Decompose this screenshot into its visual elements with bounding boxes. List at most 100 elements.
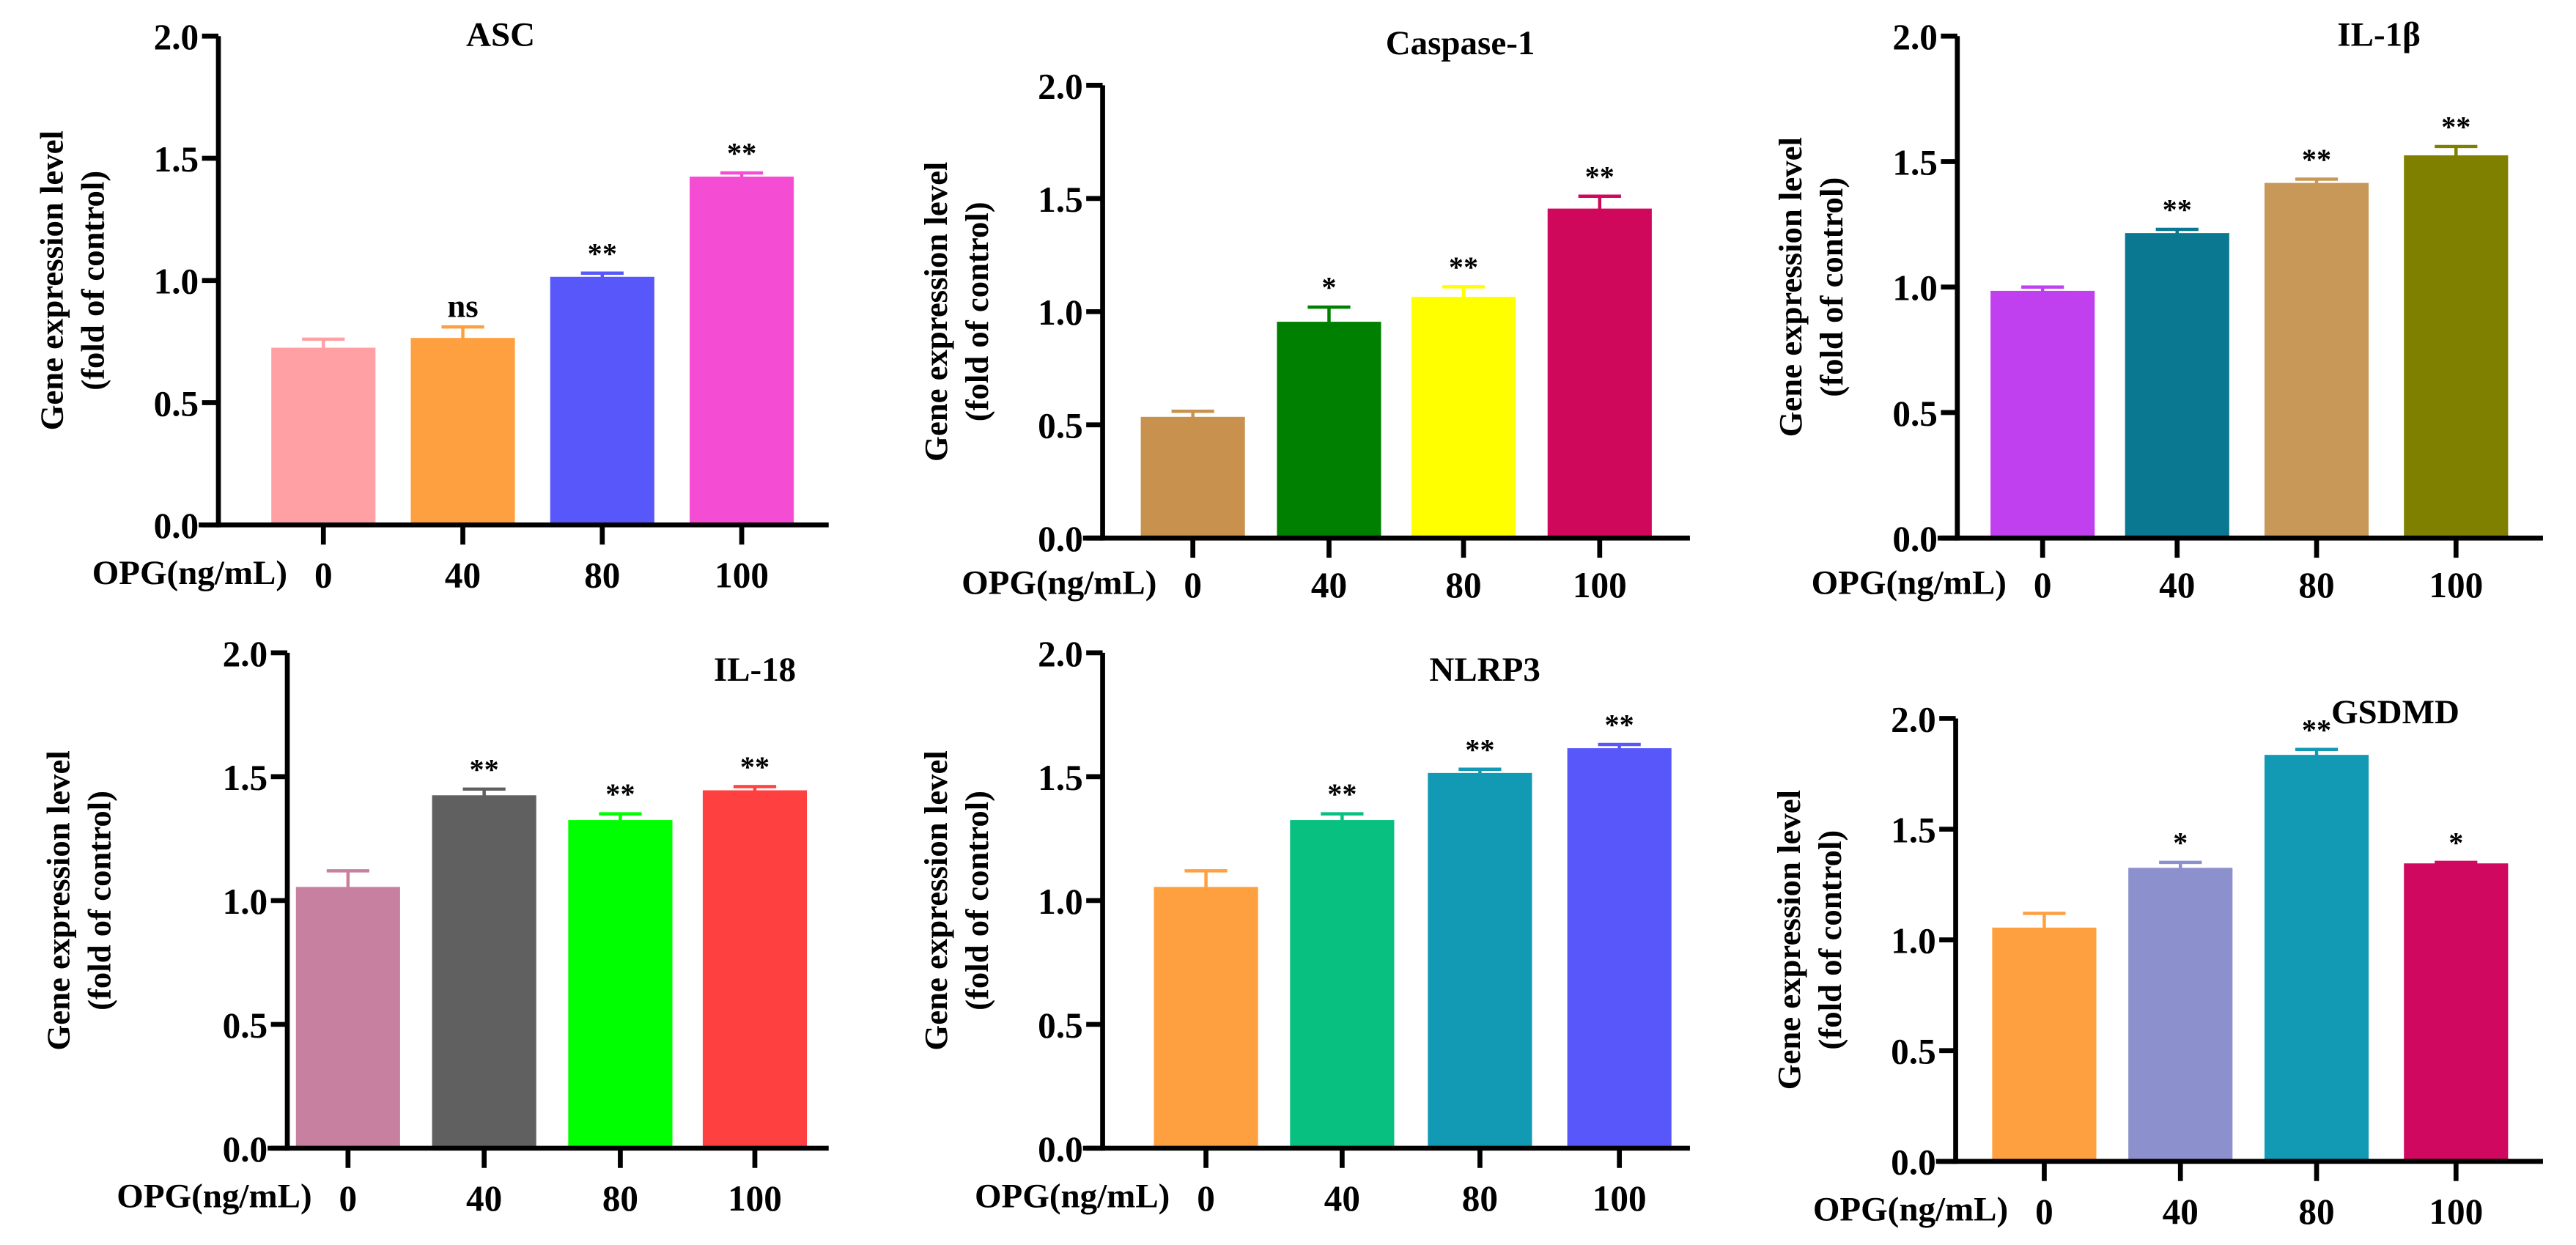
y-axis-label-line1: Gene expression level xyxy=(1771,790,1807,1090)
chart-panel-il-1-: 0 ** 40 ** 80 ** 100 0.0 0.5 1.0 1.5 2.0 IL-1β Gene e… xyxy=(1772,16,2543,605)
bar xyxy=(702,790,808,1150)
y-axis-label-line1: Gene expression level xyxy=(33,130,70,430)
bar xyxy=(1567,748,1672,1150)
x-axis-label: OPG(ng/mL) xyxy=(117,1178,311,1216)
bar xyxy=(432,795,536,1150)
bar xyxy=(2128,868,2233,1163)
y-tick-label: 0.0 xyxy=(1038,519,1083,559)
y-tick-label: 1.0 xyxy=(1038,292,1083,333)
bar xyxy=(1411,297,1516,539)
x-tick-label: 100 xyxy=(2429,1192,2483,1232)
x-tick-label: 40 xyxy=(2159,565,2195,605)
y-tick-label: 0.0 xyxy=(1038,1129,1083,1170)
x-tick-label: 40 xyxy=(1311,565,1347,605)
bar xyxy=(1990,290,2095,539)
chart-title: NLRP3 xyxy=(1429,651,1540,689)
significance-label: ** xyxy=(2163,193,2192,226)
significance-label: ** xyxy=(605,777,635,810)
y-tick-label: 1.0 xyxy=(1892,268,1938,309)
y-axis-label-line1: Gene expression level xyxy=(918,750,954,1050)
y-tick-label: 1.0 xyxy=(1891,921,1936,961)
bar xyxy=(1290,820,1395,1150)
significance-label: ** xyxy=(1605,709,1634,742)
y-axis-label-line2: (fold of control) xyxy=(74,171,111,391)
significance-label: ** xyxy=(1327,777,1357,810)
x-tick-label: 40 xyxy=(1324,1178,1360,1219)
x-axis-label: OPG(ng/mL) xyxy=(92,554,287,592)
y-tick-label: 0.0 xyxy=(1891,1142,1936,1183)
y-axis-label-line2: (fold of control) xyxy=(959,791,995,1011)
bar xyxy=(568,820,673,1150)
y-axis-label-line2: (fold of control) xyxy=(959,202,995,421)
x-tick-label: 0 xyxy=(339,1178,358,1219)
bar xyxy=(1547,208,1652,539)
bar xyxy=(2404,155,2509,539)
x-tick-label: 100 xyxy=(715,555,769,595)
significance-label: ** xyxy=(588,237,617,270)
significance-label: ** xyxy=(1465,733,1494,766)
x-tick-label: 40 xyxy=(445,555,481,595)
y-tick-label: 2.0 xyxy=(1038,66,1083,106)
significance-label: ** xyxy=(1585,160,1614,193)
x-tick-label: 40 xyxy=(466,1178,502,1219)
y-tick-label: 2.0 xyxy=(1038,634,1083,674)
y-tick-label: 1.5 xyxy=(1038,758,1083,798)
x-tick-label: 80 xyxy=(1462,1178,1498,1219)
chart-panel-il-18: 0 ** 40 ** 80 ** 100 0.0 0.5 1.0 1.5 2.0 IL-18 Gene e… xyxy=(40,634,829,1219)
chart-panel-gsdmd: 0 * 40 ** 80 * 100 0.0 0.5 1.0 1.5 2.0 GSDMD Gene exp… xyxy=(1771,693,2543,1232)
significance-label: ** xyxy=(740,750,770,783)
significance-label: ** xyxy=(2441,111,2470,144)
x-tick-label: 0 xyxy=(314,555,333,595)
y-tick-label: 1.0 xyxy=(223,882,268,922)
y-tick-label: 2.0 xyxy=(1892,17,1938,57)
x-tick-label: 80 xyxy=(2298,1192,2334,1232)
bar xyxy=(1140,416,1245,539)
y-tick-label: 1.0 xyxy=(154,262,199,302)
significance-label: ns xyxy=(447,288,478,325)
significance-label: ** xyxy=(2302,143,2331,176)
y-tick-label: 1.5 xyxy=(1891,810,1936,850)
x-tick-label: 80 xyxy=(602,1178,638,1219)
y-axis-label-line2: (fold of control) xyxy=(1813,177,1850,397)
significance-label: ** xyxy=(1449,251,1478,284)
bar xyxy=(295,887,400,1150)
y-tick-label: 1.0 xyxy=(1038,882,1083,922)
y-tick-label: 0.5 xyxy=(1038,1005,1083,1046)
significance-label: ** xyxy=(727,137,756,170)
bar xyxy=(2404,863,2509,1163)
chart-title: IL-1β xyxy=(2337,16,2421,54)
x-tick-label: 100 xyxy=(2429,565,2483,605)
y-axis-label-line1: Gene expression level xyxy=(40,750,76,1050)
y-tick-label: 0.5 xyxy=(1892,394,1938,434)
bar xyxy=(550,276,654,526)
bar xyxy=(1428,772,1532,1150)
y-tick-label: 0.0 xyxy=(154,506,199,546)
chart-title: Caspase-1 xyxy=(1386,24,1535,62)
x-tick-label: 0 xyxy=(2034,565,2052,605)
x-tick-label: 100 xyxy=(728,1178,782,1219)
significance-label: * xyxy=(2173,826,2188,859)
significance-label: ** xyxy=(470,753,499,786)
bar xyxy=(2125,233,2229,539)
chart-panel-caspase-1: 0 * 40 ** 80 ** 100 0.0 0.5 1.0 1.5 2.0 Caspase-1 Gen… xyxy=(918,24,1690,605)
x-tick-label: 100 xyxy=(1593,1178,1647,1219)
x-tick-label: 0 xyxy=(2035,1192,2053,1232)
chart-title: ASC xyxy=(466,16,535,54)
x-axis-label: OPG(ng/mL) xyxy=(1813,1190,2008,1228)
y-tick-label: 1.5 xyxy=(1038,180,1083,220)
x-tick-label: 0 xyxy=(1184,565,1202,605)
x-tick-label: 80 xyxy=(2298,565,2334,605)
x-axis-label: OPG(ng/mL) xyxy=(1812,564,2007,602)
x-tick-label: 100 xyxy=(1573,565,1627,605)
significance-label: * xyxy=(2448,826,2463,859)
y-tick-label: 1.5 xyxy=(223,758,268,798)
y-axis-label-line1: Gene expression level xyxy=(1772,137,1809,437)
bar xyxy=(690,177,794,526)
x-tick-label: 80 xyxy=(1445,565,1481,605)
y-tick-label: 2.0 xyxy=(1891,699,1936,739)
chart-panel-nlrp3: 0 ** 40 ** 80 ** 100 0.0 0.5 1.0 1.5 2.0 NLRP3 Gene e… xyxy=(918,634,1690,1219)
y-tick-label: 0.5 xyxy=(223,1005,268,1046)
y-tick-label: 0.0 xyxy=(1892,519,1938,559)
chart-title: GSDMD xyxy=(2331,693,2459,731)
